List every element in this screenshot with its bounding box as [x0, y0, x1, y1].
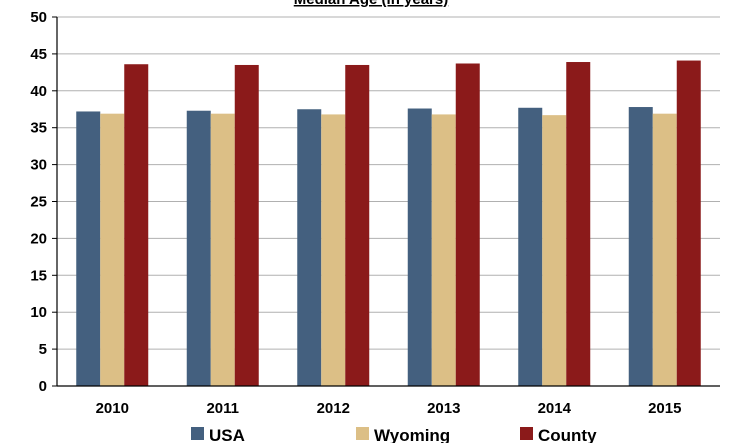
bar-usa-2010: [76, 111, 101, 387]
y-tick-label: 45: [30, 46, 47, 63]
y-tick-label: 15: [30, 267, 47, 284]
y-axis-ticks: 0 5 10 15 20 25 30 35 40 45 50: [30, 9, 57, 395]
legend-label-wyoming: Wyoming: [374, 426, 450, 443]
bar-wyoming-2010: [100, 113, 125, 386]
bars: [76, 60, 701, 387]
bar-county-2010: [124, 64, 149, 387]
y-tick-label: 50: [30, 9, 47, 26]
bar-county-2011: [234, 64, 259, 386]
x-tick-label: 2014: [538, 400, 572, 417]
y-tick-label: 5: [39, 341, 47, 358]
bar-wyoming-2011: [210, 113, 235, 386]
bar-county-2012: [345, 64, 370, 386]
x-tick-label: 2015: [648, 400, 681, 417]
bar-county-2015: [676, 60, 701, 387]
y-tick-label: 20: [30, 230, 47, 247]
bar-wyoming-2012: [321, 114, 346, 386]
y-tick-label: 35: [30, 120, 47, 137]
legend-label-county: County: [538, 426, 597, 443]
bar-county-2014: [566, 62, 591, 386]
bar-wyoming-2013: [431, 114, 456, 386]
x-tick-label: 2013: [427, 400, 460, 417]
y-tick-label: 0: [39, 378, 47, 395]
bar-usa-2011: [186, 110, 211, 386]
y-tick-label: 25: [30, 194, 47, 211]
legend: USA Wyoming County: [191, 426, 597, 443]
bar-county-2013: [455, 63, 480, 387]
chart-title: Median Age (in years): [294, 0, 448, 8]
legend-swatch-wyoming: [356, 427, 369, 440]
y-tick-label: 40: [30, 83, 47, 100]
y-tick-label: 30: [30, 157, 47, 174]
x-tick-label: 2011: [206, 400, 239, 417]
legend-swatch-usa: [191, 427, 204, 440]
bar-usa-2015: [628, 107, 653, 386]
bar-wyoming-2014: [542, 115, 567, 387]
x-axis-ticks: 2010 2011 2012 2013 2014 2015: [96, 400, 682, 417]
x-tick-label: 2010: [96, 400, 129, 417]
bar-usa-2013: [407, 108, 432, 387]
bar-usa-2014: [518, 107, 543, 387]
gridlines: [57, 16, 720, 350]
y-tick-label: 10: [30, 304, 47, 321]
legend-label-usa: USA: [209, 426, 245, 443]
bar-usa-2012: [297, 109, 322, 386]
x-tick-label: 2012: [317, 400, 350, 417]
legend-swatch-county: [520, 427, 533, 440]
bar-wyoming-2015: [652, 113, 677, 386]
